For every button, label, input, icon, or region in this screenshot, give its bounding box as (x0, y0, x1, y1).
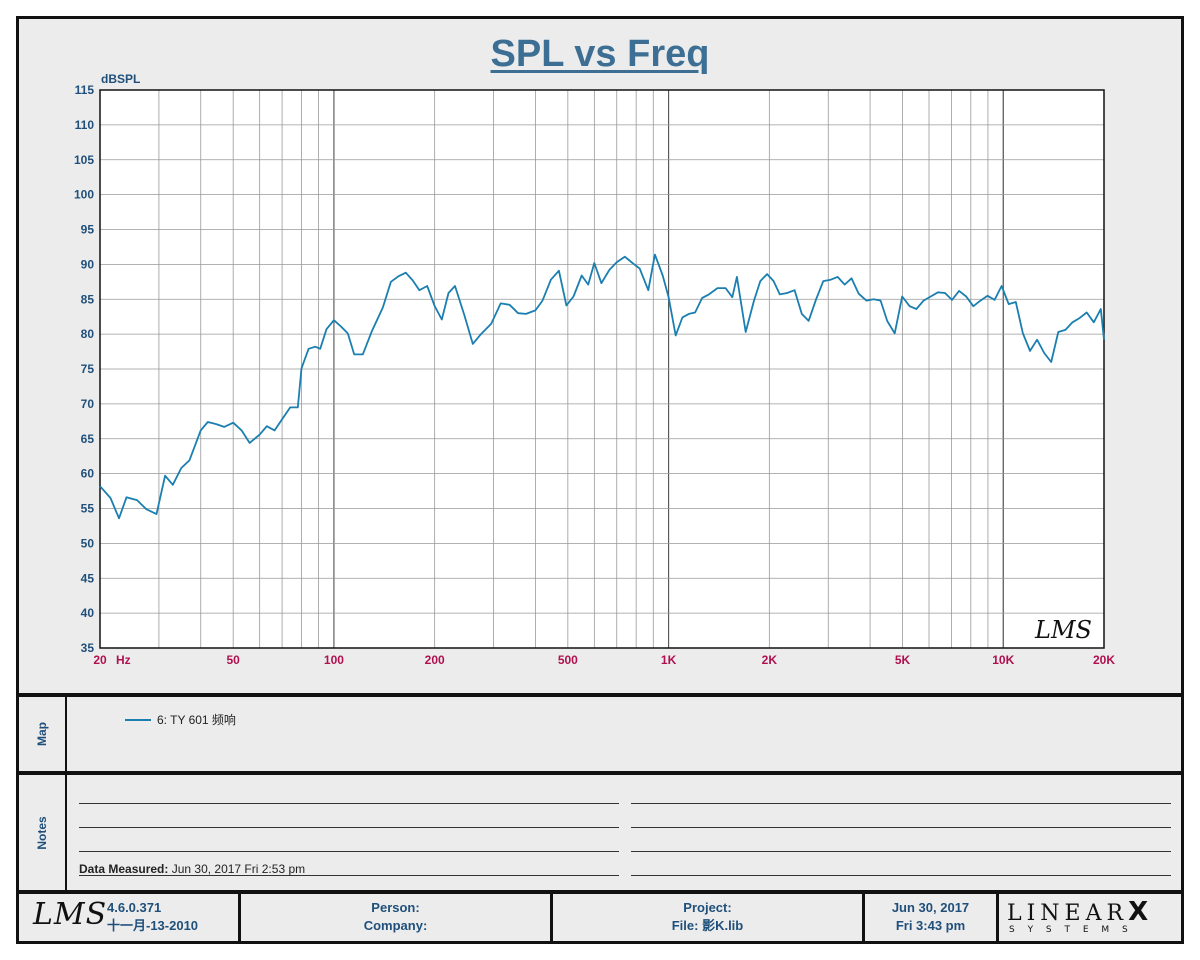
y-tick-label: 75 (81, 362, 95, 376)
y-tick-label: 55 (81, 502, 95, 516)
data-measured: Data Measured: Jun 30, 2017 Fri 2:53 pm (79, 862, 305, 876)
footer-person-cell: Person: Company: (241, 893, 553, 941)
divider (19, 771, 1181, 775)
brand-subtext: S Y S T E M S (1009, 925, 1133, 935)
note-line (631, 875, 1171, 876)
y-tick-label: 100 (74, 188, 94, 202)
person-label: Person: (371, 900, 420, 915)
footer-date: Jun 30, 2017 (891, 900, 970, 915)
note-line (631, 851, 1171, 852)
note-line (631, 803, 1171, 804)
chart-panel: SPL vs Freq 35 40 45 50 55 60 65 70 75 80 85 90 95 10… (19, 19, 1181, 693)
y-tick-label: 85 (81, 292, 95, 306)
footer-version-cell: LMS 4.6.0.371 十一月-13-2010 (19, 893, 241, 941)
y-tick-label: 40 (81, 606, 95, 620)
footer-project-cell: Project: File: 影K.lib (553, 893, 865, 941)
x-unit-label: Hz (116, 653, 131, 667)
y-tick-label: 65 (81, 432, 95, 446)
series-line (99, 253, 1105, 520)
linearx-logo: LINEARX S Y S T E M S (999, 893, 1181, 941)
divider (19, 693, 1181, 697)
note-line (79, 803, 619, 804)
y-tick-label: 50 (81, 536, 95, 550)
y-tick-label: 45 (81, 571, 95, 585)
note-line (79, 851, 619, 852)
footer: LMS 4.6.0.371 十一月-13-2010 Person: Compan… (19, 893, 1181, 941)
y-tick-label: 95 (81, 223, 95, 237)
x-tick-label: 1K (661, 653, 677, 667)
chart-title: SPL vs Freq (490, 33, 710, 75)
map-entry-label: 6: TY 601 频响 (157, 713, 236, 727)
note-line (79, 875, 619, 876)
report-frame: SPL vs Freq 35 40 45 50 55 60 65 70 75 80 85 90 95 10… (16, 16, 1184, 944)
x-tick-label: 500 (558, 653, 578, 667)
version-date: 十一月-13-2010 (107, 918, 199, 933)
plot-border (99, 89, 1105, 649)
x-tick-label: 50 (226, 653, 240, 667)
map-label: Map (35, 722, 49, 746)
x-tick-label: 200 (425, 653, 445, 667)
x-tick-label: 2K (762, 653, 778, 667)
y-tick-label: 60 (81, 467, 95, 481)
footer-date-cell: Jun 30, 2017 Fri 3:43 pm (865, 893, 999, 941)
brand-x: X (1128, 897, 1149, 927)
divider (19, 890, 1181, 894)
spl-chart: 35 40 45 50 55 60 65 70 75 80 85 90 95 100 105 110 115 dB… (74, 72, 1115, 667)
y-tick-label: 80 (81, 327, 95, 341)
brand-text: LINEAR (1007, 901, 1129, 926)
x-tick-label: 100 (324, 653, 344, 667)
file-label: File: 影K.lib (671, 918, 744, 933)
map-entry: 6: TY 601 频响 (125, 711, 236, 728)
notes-side-cell: Notes (19, 775, 67, 890)
footer-time: Fri 3:43 pm (895, 918, 966, 933)
y-tick-label: 110 (75, 118, 95, 132)
measured-value: Jun 30, 2017 Fri 2:53 pm (168, 862, 306, 876)
lms-logo: LMS (33, 897, 108, 932)
note-line (79, 827, 619, 828)
series-swatch (125, 718, 151, 721)
project-label: Project: (683, 900, 732, 915)
y-tick-label: 35 (81, 641, 95, 655)
version: 4.6.0.371 (107, 900, 162, 915)
y-axis-label: dBSPL (101, 72, 140, 86)
x-tick-label: 20K (1093, 653, 1115, 667)
x-tick-label: 5K (895, 653, 911, 667)
notes-label: Notes (35, 815, 49, 850)
map-side-cell: Map (19, 697, 67, 771)
y-tick-label: 105 (74, 153, 94, 167)
y-tick-label: 70 (81, 397, 95, 411)
notes-area: Data Measured: Jun 30, 2017 Fri 2:53 pm (67, 775, 1181, 890)
x-tick-label: 10K (992, 653, 1014, 667)
map-area: 6: TY 601 频响 (67, 697, 1181, 771)
note-line (631, 827, 1171, 828)
company-label: Company: (363, 918, 428, 933)
y-tick-label: 115 (75, 83, 95, 97)
lms-watermark: LMS (1034, 616, 1092, 644)
x-tick-label: 20 (93, 653, 107, 667)
y-tick-label: 90 (81, 257, 95, 271)
measured-label: Data Measured: (79, 862, 169, 876)
